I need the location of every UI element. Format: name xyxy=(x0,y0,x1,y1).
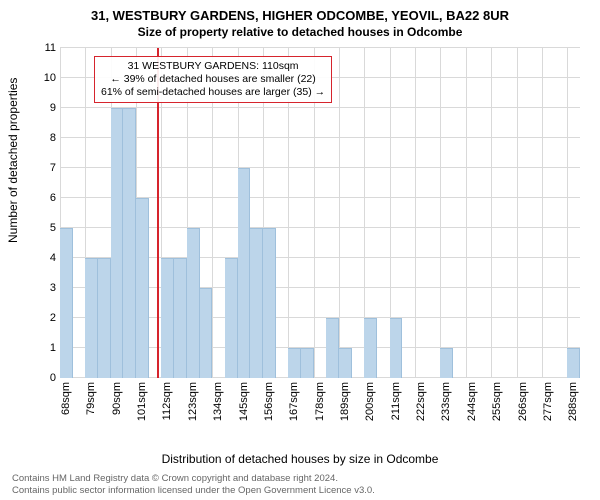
y-tick-label: 11 xyxy=(45,42,56,54)
histogram-bar xyxy=(200,288,213,378)
histogram-bar xyxy=(111,108,124,378)
y-tick-label: 1 xyxy=(50,342,56,354)
histogram-bar xyxy=(98,258,111,378)
gridline-h xyxy=(60,107,580,108)
gridline-h xyxy=(60,167,580,168)
x-axis-label: Distribution of detached houses by size … xyxy=(0,452,600,466)
x-tick-label: 189sqm xyxy=(339,382,351,421)
chart-title: 31, WESTBURY GARDENS, HIGHER ODCOMBE, YE… xyxy=(0,0,600,23)
gridline-v xyxy=(542,48,543,378)
y-tick-label: 6 xyxy=(50,192,56,204)
x-tick-label: 200sqm xyxy=(364,382,376,421)
x-tick-label: 123sqm xyxy=(187,382,199,421)
annotation-line: 61% of semi-detached houses are larger (… xyxy=(101,86,325,99)
x-tick-label: 68sqm xyxy=(60,382,72,415)
gridline-v xyxy=(466,48,467,378)
histogram-bar xyxy=(390,318,403,378)
y-tick-label: 2 xyxy=(50,312,56,324)
x-tick-label: 112sqm xyxy=(161,382,173,420)
histogram-bar xyxy=(250,228,263,378)
histogram-bar xyxy=(85,258,98,378)
footer-attribution: Contains HM Land Registry data © Crown c… xyxy=(12,473,375,496)
x-tick-label: 167sqm xyxy=(288,382,300,421)
x-tick-label: 145sqm xyxy=(238,382,250,421)
x-tick-label: 156sqm xyxy=(263,382,275,421)
gridline-v xyxy=(491,48,492,378)
y-tick-label: 5 xyxy=(50,222,56,234)
y-axis-label: Number of detached properties xyxy=(6,78,20,243)
histogram-bar xyxy=(136,198,149,378)
histogram-bar xyxy=(364,318,377,378)
histogram-bar xyxy=(440,348,453,378)
gridline-v xyxy=(567,48,568,378)
annotation-box: 31 WESTBURY GARDENS: 110sqm← 39% of deta… xyxy=(94,56,332,103)
x-tick-label: 222sqm xyxy=(415,382,427,421)
histogram-bar xyxy=(326,318,339,378)
y-tick-label: 4 xyxy=(50,252,56,264)
histogram-bar xyxy=(174,258,187,378)
x-tick-label: 79sqm xyxy=(85,382,97,415)
x-tick-label: 90sqm xyxy=(111,382,123,415)
histogram-bar xyxy=(238,168,251,378)
x-tick-label: 288sqm xyxy=(567,382,579,421)
x-tick-label: 211sqm xyxy=(390,382,402,420)
annotation-line: 31 WESTBURY GARDENS: 110sqm xyxy=(101,60,325,73)
histogram-bar xyxy=(225,258,238,378)
x-tick-label: 277sqm xyxy=(542,382,554,421)
histogram-bar xyxy=(567,348,580,378)
histogram-bar xyxy=(301,348,314,378)
footer-line-1: Contains HM Land Registry data © Crown c… xyxy=(12,473,375,484)
y-tick-label: 8 xyxy=(50,132,56,144)
y-tick-label: 9 xyxy=(50,102,56,114)
gridline-v xyxy=(339,48,340,378)
gridline-v xyxy=(517,48,518,378)
x-tick-label: 255sqm xyxy=(491,382,503,421)
histogram-bar xyxy=(161,258,174,378)
y-tick-label: 3 xyxy=(50,282,56,294)
x-tick-label: 266sqm xyxy=(517,382,529,421)
y-tick-label: 0 xyxy=(50,372,56,384)
histogram-bar xyxy=(288,348,301,378)
x-tick-label: 233sqm xyxy=(440,382,452,421)
x-tick-label: 244sqm xyxy=(466,382,478,421)
histogram-bar xyxy=(263,228,276,378)
x-tick-label: 101sqm xyxy=(136,382,148,421)
gridline-v xyxy=(415,48,416,378)
y-tick-label: 10 xyxy=(44,72,56,84)
chart-container: 31, WESTBURY GARDENS, HIGHER ODCOMBE, YE… xyxy=(0,0,600,500)
y-tick-label: 7 xyxy=(50,162,56,174)
gridline-h xyxy=(60,47,580,48)
histogram-bar xyxy=(60,228,73,378)
chart-subtitle: Size of property relative to detached ho… xyxy=(0,23,600,39)
histogram-bar xyxy=(123,108,136,378)
gridline-v xyxy=(440,48,441,378)
histogram-bar xyxy=(339,348,352,378)
plot-area: 0123456789101168sqm79sqm90sqm101sqm112sq… xyxy=(60,48,580,378)
footer-line-2: Contains public sector information licen… xyxy=(12,485,375,496)
x-tick-label: 178sqm xyxy=(314,382,326,421)
x-tick-label: 134sqm xyxy=(212,382,224,421)
gridline-h xyxy=(60,137,580,138)
histogram-bar xyxy=(187,228,200,378)
annotation-line: ← 39% of detached houses are smaller (22… xyxy=(101,73,325,86)
